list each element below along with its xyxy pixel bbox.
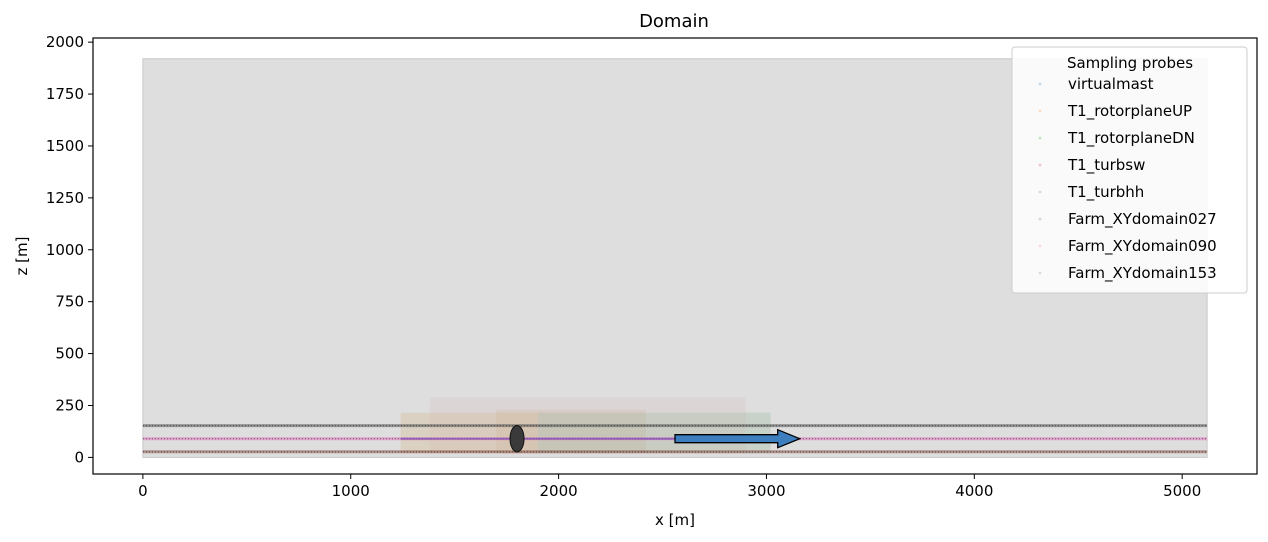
legend-marker [1038, 271, 1042, 275]
y-tick-label: 1000 [46, 241, 84, 259]
probe-region-1 [400, 412, 771, 454]
legend-entry: virtualmast [1068, 75, 1154, 93]
y-tick-label: 750 [55, 293, 84, 311]
legend-marker [1038, 109, 1042, 113]
wind-arrow [674, 428, 802, 449]
legend-entry: T1_rotorplaneUP [1067, 102, 1192, 121]
legend: Sampling probes virtualmast T1_rotorplane… [1011, 46, 1248, 294]
x-tick-label: 3000 [747, 482, 785, 500]
x-tick-label: 1000 [332, 482, 370, 500]
legend-marker [1038, 190, 1042, 194]
y-tick-label: 250 [55, 396, 84, 414]
axis-layer: 0 1000 2000 3000 4000 5000 0 250 500 750 1000 1250 1… [46, 33, 1201, 500]
y-tick-label: 1500 [46, 137, 84, 155]
legend-entry: T1_turbhh [1067, 183, 1144, 202]
legend-entry: Farm_XYdomain090 [1068, 237, 1217, 256]
plot-frame [92, 37, 1258, 475]
chart-title: Domain [639, 11, 709, 32]
x-tick-label: 0 [138, 482, 148, 500]
legend-marker [1038, 82, 1042, 86]
legend-entry: Farm_XYdomain153 [1068, 264, 1217, 283]
legend-entry: T1_turbsw [1067, 156, 1145, 175]
probe-region-4 [537, 412, 771, 454]
y-tick-label: 2000 [46, 33, 84, 51]
legend-title: Sampling probes [1067, 54, 1193, 72]
legend-marker [1038, 163, 1042, 167]
legend-marker [1038, 136, 1042, 140]
y-tick-label: 1250 [46, 189, 84, 207]
x-axis-label: x [m] [655, 511, 695, 529]
legend-frame [1011, 46, 1248, 294]
legend-entry: T1_rotorplaneDN [1067, 129, 1195, 148]
x-tick-label: 4000 [955, 482, 993, 500]
legend-entry: Farm_XYdomain027 [1068, 210, 1217, 229]
legend-marker [1038, 244, 1042, 248]
x-tick-label: 5000 [1163, 482, 1201, 500]
y-tick-label: 500 [55, 345, 84, 363]
x-tick-label: 2000 [540, 482, 578, 500]
legend-marker [1038, 217, 1042, 221]
turbine-rotor [509, 425, 525, 453]
y-tick-label: 0 [74, 448, 84, 466]
y-tick-label: 1750 [46, 85, 84, 103]
y-axis-label: z [m] [13, 237, 31, 276]
